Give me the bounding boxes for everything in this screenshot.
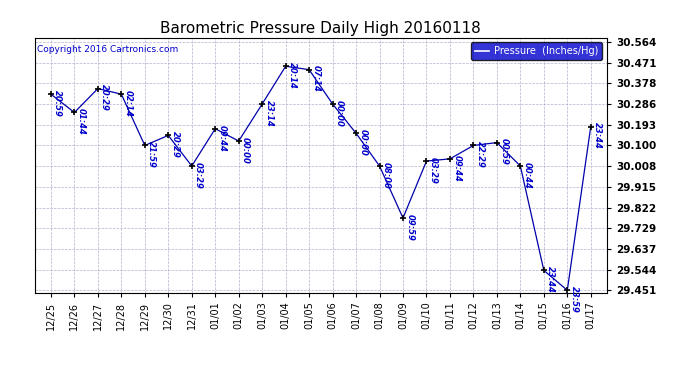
Text: 03:29: 03:29 [429,157,438,184]
Text: 02:14: 02:14 [124,90,132,117]
Text: 09:44: 09:44 [453,155,462,182]
Text: 23:59: 23:59 [570,286,579,313]
Text: 00:00: 00:00 [241,137,250,164]
Text: 20:29: 20:29 [170,131,179,158]
Text: 03:29: 03:29 [194,162,203,189]
Text: 23:44: 23:44 [593,122,602,149]
Text: 09:59: 09:59 [406,214,415,241]
Text: 07:14: 07:14 [312,66,321,92]
Text: 20:59: 20:59 [53,90,62,117]
Text: 23:14: 23:14 [265,100,274,127]
Text: 00:00: 00:00 [335,100,344,127]
Text: 20:29: 20:29 [100,84,109,111]
Text: 01:44: 01:44 [77,108,86,135]
Text: Copyright 2016 Cartronics.com: Copyright 2016 Cartronics.com [37,45,179,54]
Text: 21:59: 21:59 [147,141,156,168]
Text: 23:44: 23:44 [546,266,555,293]
Text: 00:59: 00:59 [500,138,509,165]
Title: Barometric Pressure Daily High 20160118: Barometric Pressure Daily High 20160118 [161,21,481,36]
Text: 00:44: 00:44 [523,162,532,189]
Text: 22:29: 22:29 [476,141,485,168]
Text: 08:00: 08:00 [382,162,391,189]
Text: 00:00: 00:00 [359,129,368,156]
Text: 20:14: 20:14 [288,62,297,89]
Legend: Pressure  (Inches/Hg): Pressure (Inches/Hg) [471,42,602,60]
Text: 09:44: 09:44 [217,124,227,152]
